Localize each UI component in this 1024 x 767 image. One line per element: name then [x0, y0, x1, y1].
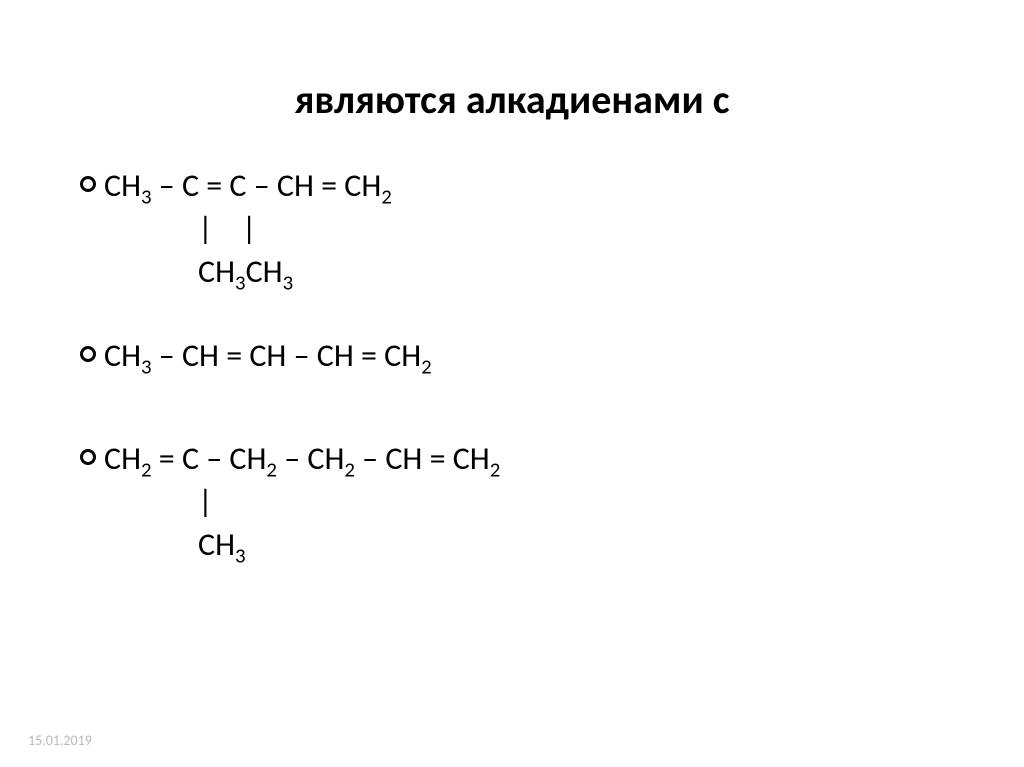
formula-item-1: СН3 – С = С – СН = СН2 | | СН3СН3 [80, 164, 964, 294]
formula-line: | | [104, 207, 256, 250]
formula-line: СН3 [104, 523, 246, 566]
formula-line: | [104, 480, 213, 523]
formula-line: СН3 – СН = СН – СН = СН2 [104, 334, 432, 377]
bullet-icon [80, 346, 96, 362]
formula-line: СН3 – С = С – СН = СН2 [104, 164, 392, 207]
content-area: СН3 – С = С – СН = СН2 | | СН3СН3 СН3 – … [60, 164, 964, 566]
formula-item-2: СН3 – СН = СН – СН = СН2 [80, 334, 964, 377]
slide-date: 15.01.2019 [28, 732, 92, 749]
bullet-icon [80, 176, 96, 192]
bullet-icon [80, 449, 96, 465]
formula-line: СН3СН3 [104, 250, 293, 293]
formula-item-3: СН2 = С – СН2 – СН2 – СН = СН2 | СН3 [80, 437, 964, 567]
slide: являются алкадиенами с СН3 – С = С – СН … [0, 0, 1024, 767]
formula-line: СН2 = С – СН2 – СН2 – СН = СН2 [104, 437, 500, 480]
slide-title: являются алкадиенами с [60, 75, 964, 124]
